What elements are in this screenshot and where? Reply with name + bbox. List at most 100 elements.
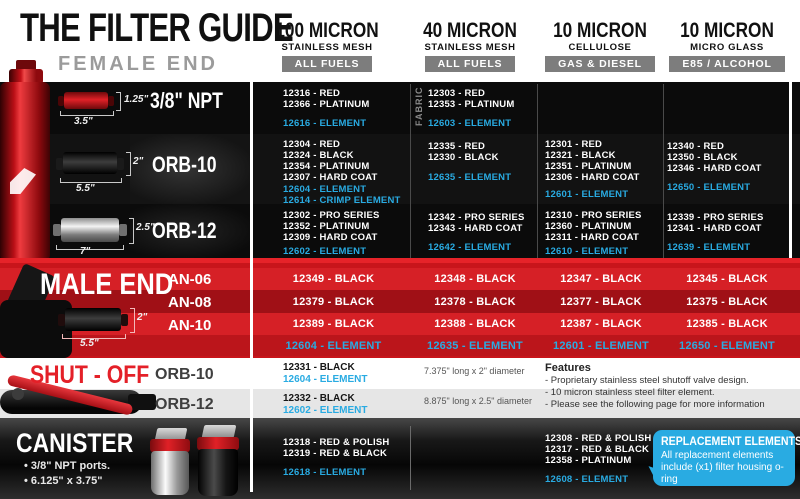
- column-header-10-micron-glass: 10 MICRON MICRO GLASS E85 / ALCOHOL: [657, 20, 797, 72]
- male-element-cell: 12650 - ELEMENT: [679, 340, 775, 352]
- right-edge-divider: [789, 82, 792, 262]
- cell-elements: 12604 - ELEMENT 12614 - CRIMP ELEMENT: [283, 184, 401, 206]
- column-micron: 40 MICRON: [423, 19, 517, 42]
- orb12-filter-end-image: [53, 224, 61, 236]
- row-orb12-image-panel: [130, 204, 252, 258]
- male-cell: 12347 - BLACK: [560, 273, 642, 285]
- orb10-width-dim: 5.5": [76, 183, 95, 194]
- shutoff-part: 12332 - BLACK: [283, 393, 355, 404]
- fuel-badge: ALL FUELS: [281, 56, 373, 72]
- male-row-stripe: [0, 268, 800, 290]
- npt-filter-end-image: [58, 96, 64, 106]
- features-title: Features: [545, 362, 591, 374]
- column-micron: 100 MICRON: [275, 19, 379, 42]
- male-filter-image: [65, 308, 121, 331]
- npt-width-dim: 3.5": [74, 116, 93, 127]
- an-fitting-hex-image: [0, 300, 72, 358]
- shutoff-part: 12331 - BLACK: [283, 362, 355, 373]
- cell-elements: 12650 - ELEMENT: [667, 182, 751, 193]
- column-media: STAINLESS MESH: [424, 42, 516, 53]
- dimension-bracket: [56, 245, 124, 250]
- replacement-title: REPLACEMENT ELEMENTS: [661, 436, 800, 448]
- shutoff-element: 12604 - ELEMENT: [283, 374, 368, 385]
- dimension-bracket: [129, 218, 134, 244]
- dimension-bracket: [130, 308, 135, 333]
- male-element-cell: 12601 - ELEMENT: [553, 340, 649, 352]
- male-row-stripe: [0, 313, 800, 335]
- dimension-bracket: [60, 178, 122, 183]
- canister-title: CANISTER: [16, 428, 134, 458]
- dimension-bracket: [116, 92, 121, 111]
- cell-parts: 12342 - PRO SERIES 12343 - HARD COAT: [428, 212, 525, 234]
- cell-elements: 12642 - ELEMENT: [428, 242, 512, 253]
- dimension-bracket: [60, 111, 114, 116]
- cell-parts: 12303 - RED 12353 - PLATINUM: [428, 88, 515, 110]
- cell-parts: 12301 - RED 12321 - BLACK 12351 - PLATINUM…: [545, 139, 640, 183]
- column-header-10-micron-cellulose: 10 MICRON CELLULOSE GAS & DIESEL: [530, 20, 670, 72]
- shutoff-title: SHUT - OFF: [30, 361, 150, 389]
- row-label-an06: AN-06: [168, 271, 212, 288]
- shutoff-valve-pivot-image: [12, 388, 24, 400]
- orb10-filter-end-image: [117, 158, 124, 170]
- row-label-orb10: ORB-10: [152, 152, 217, 177]
- row-label-an08: AN-08: [168, 294, 212, 311]
- cell-parts: 12308 - RED & POLISH 12317 - RED & BLACK 1…: [545, 433, 652, 466]
- cell-parts: 12339 - PRO SERIES 12341 - HARD COAT: [667, 212, 764, 234]
- row-npt-background: [0, 82, 800, 134]
- fuel-badge: ALL FUELS: [424, 56, 516, 72]
- column-header-40-micron: 40 MICRON STAINLESS MESH ALL FUELS: [400, 20, 540, 72]
- fabric-note: FABRIC: [414, 86, 424, 127]
- shutoff-dims-orb10: 7.375" long x 2" diameter: [424, 366, 525, 376]
- npt-height-dim: 1.25": [124, 94, 149, 105]
- shutoff-valve-tip-image: [128, 394, 156, 410]
- male-filter-end-image: [58, 314, 65, 326]
- male-width-dim: 5.5": [80, 338, 99, 349]
- fuel-badge: E85 / ALCOHOL: [669, 56, 785, 72]
- orb12-height-dim: 2.5": [136, 222, 155, 233]
- canister-chrome-image: [151, 451, 189, 495]
- male-cell: 12378 - BLACK: [434, 296, 516, 308]
- cell-elements: 12639 - ELEMENT: [667, 242, 751, 253]
- male-filter-end-image: [121, 314, 128, 326]
- fuel-badge: GAS & DIESEL: [545, 56, 655, 72]
- male-element-cell: 12635 - ELEMENT: [427, 340, 523, 352]
- cell-elements: 12608 - ELEMENT: [545, 474, 629, 485]
- cell-elements: 12618 - ELEMENT: [283, 467, 367, 478]
- dimension-bracket: [126, 152, 131, 176]
- shutoff-element: 12602 - ELEMENT: [283, 405, 368, 416]
- male-cell: 12348 - BLACK: [434, 273, 516, 285]
- cell-parts: 12302 - PRO SERIES 12352 - PLATINUM 12309 …: [283, 210, 380, 243]
- canister-cap-image: [150, 439, 190, 452]
- column-micron: 10 MICRON: [680, 19, 774, 42]
- cell-parts: 12310 - PRO SERIES 12360 - PLATINUM 12311 …: [545, 210, 642, 243]
- cell-elements: 12616 - ELEMENT: [283, 118, 367, 129]
- shutoff-row-orb10-background: [0, 358, 800, 389]
- male-cell: 12389 - BLACK: [292, 318, 375, 330]
- red-filter-neck-image: [9, 69, 43, 84]
- column-header-100-micron: 100 MICRON STAINLESS MESH ALL FUELS: [257, 20, 397, 72]
- male-cell: 12385 - BLACK: [686, 318, 768, 330]
- male-cell: 12349 - BLACK: [292, 273, 375, 285]
- npt-filter-end-image: [108, 96, 114, 106]
- row-label-orb12: ORB-12: [152, 218, 217, 243]
- cell-parts: 12318 - RED & POLISH 12319 - RED & BLACK: [283, 437, 390, 459]
- male-cell: 12388 - BLACK: [434, 318, 516, 330]
- orb12-filter-end-image: [119, 224, 127, 236]
- canister-black-image: [198, 449, 238, 496]
- red-filter-cap-image: [16, 60, 36, 71]
- orb10-filter-end-image: [56, 158, 63, 170]
- column-media: MICRO GLASS: [690, 42, 764, 53]
- page-title: THE FILTER GUIDE: [20, 6, 294, 50]
- shutoff-row-label-orb10: ORB-10: [155, 366, 214, 383]
- orb10-filter-image: [63, 152, 117, 174]
- npt-filter-image: [64, 92, 108, 109]
- orb12-filter-image: [61, 218, 119, 242]
- male-cell: 12345 - BLACK: [686, 273, 768, 285]
- row-label-npt: 3/8" NPT: [150, 88, 223, 113]
- column-media: STAINLESS MESH: [281, 42, 373, 53]
- male-cell: 12379 - BLACK: [292, 296, 375, 308]
- male-element-cell: 12604 - ELEMENT: [285, 340, 382, 352]
- row-orb10-image-panel: [130, 134, 252, 204]
- male-cell: 12375 - BLACK: [686, 296, 768, 308]
- column-divider: [537, 84, 538, 258]
